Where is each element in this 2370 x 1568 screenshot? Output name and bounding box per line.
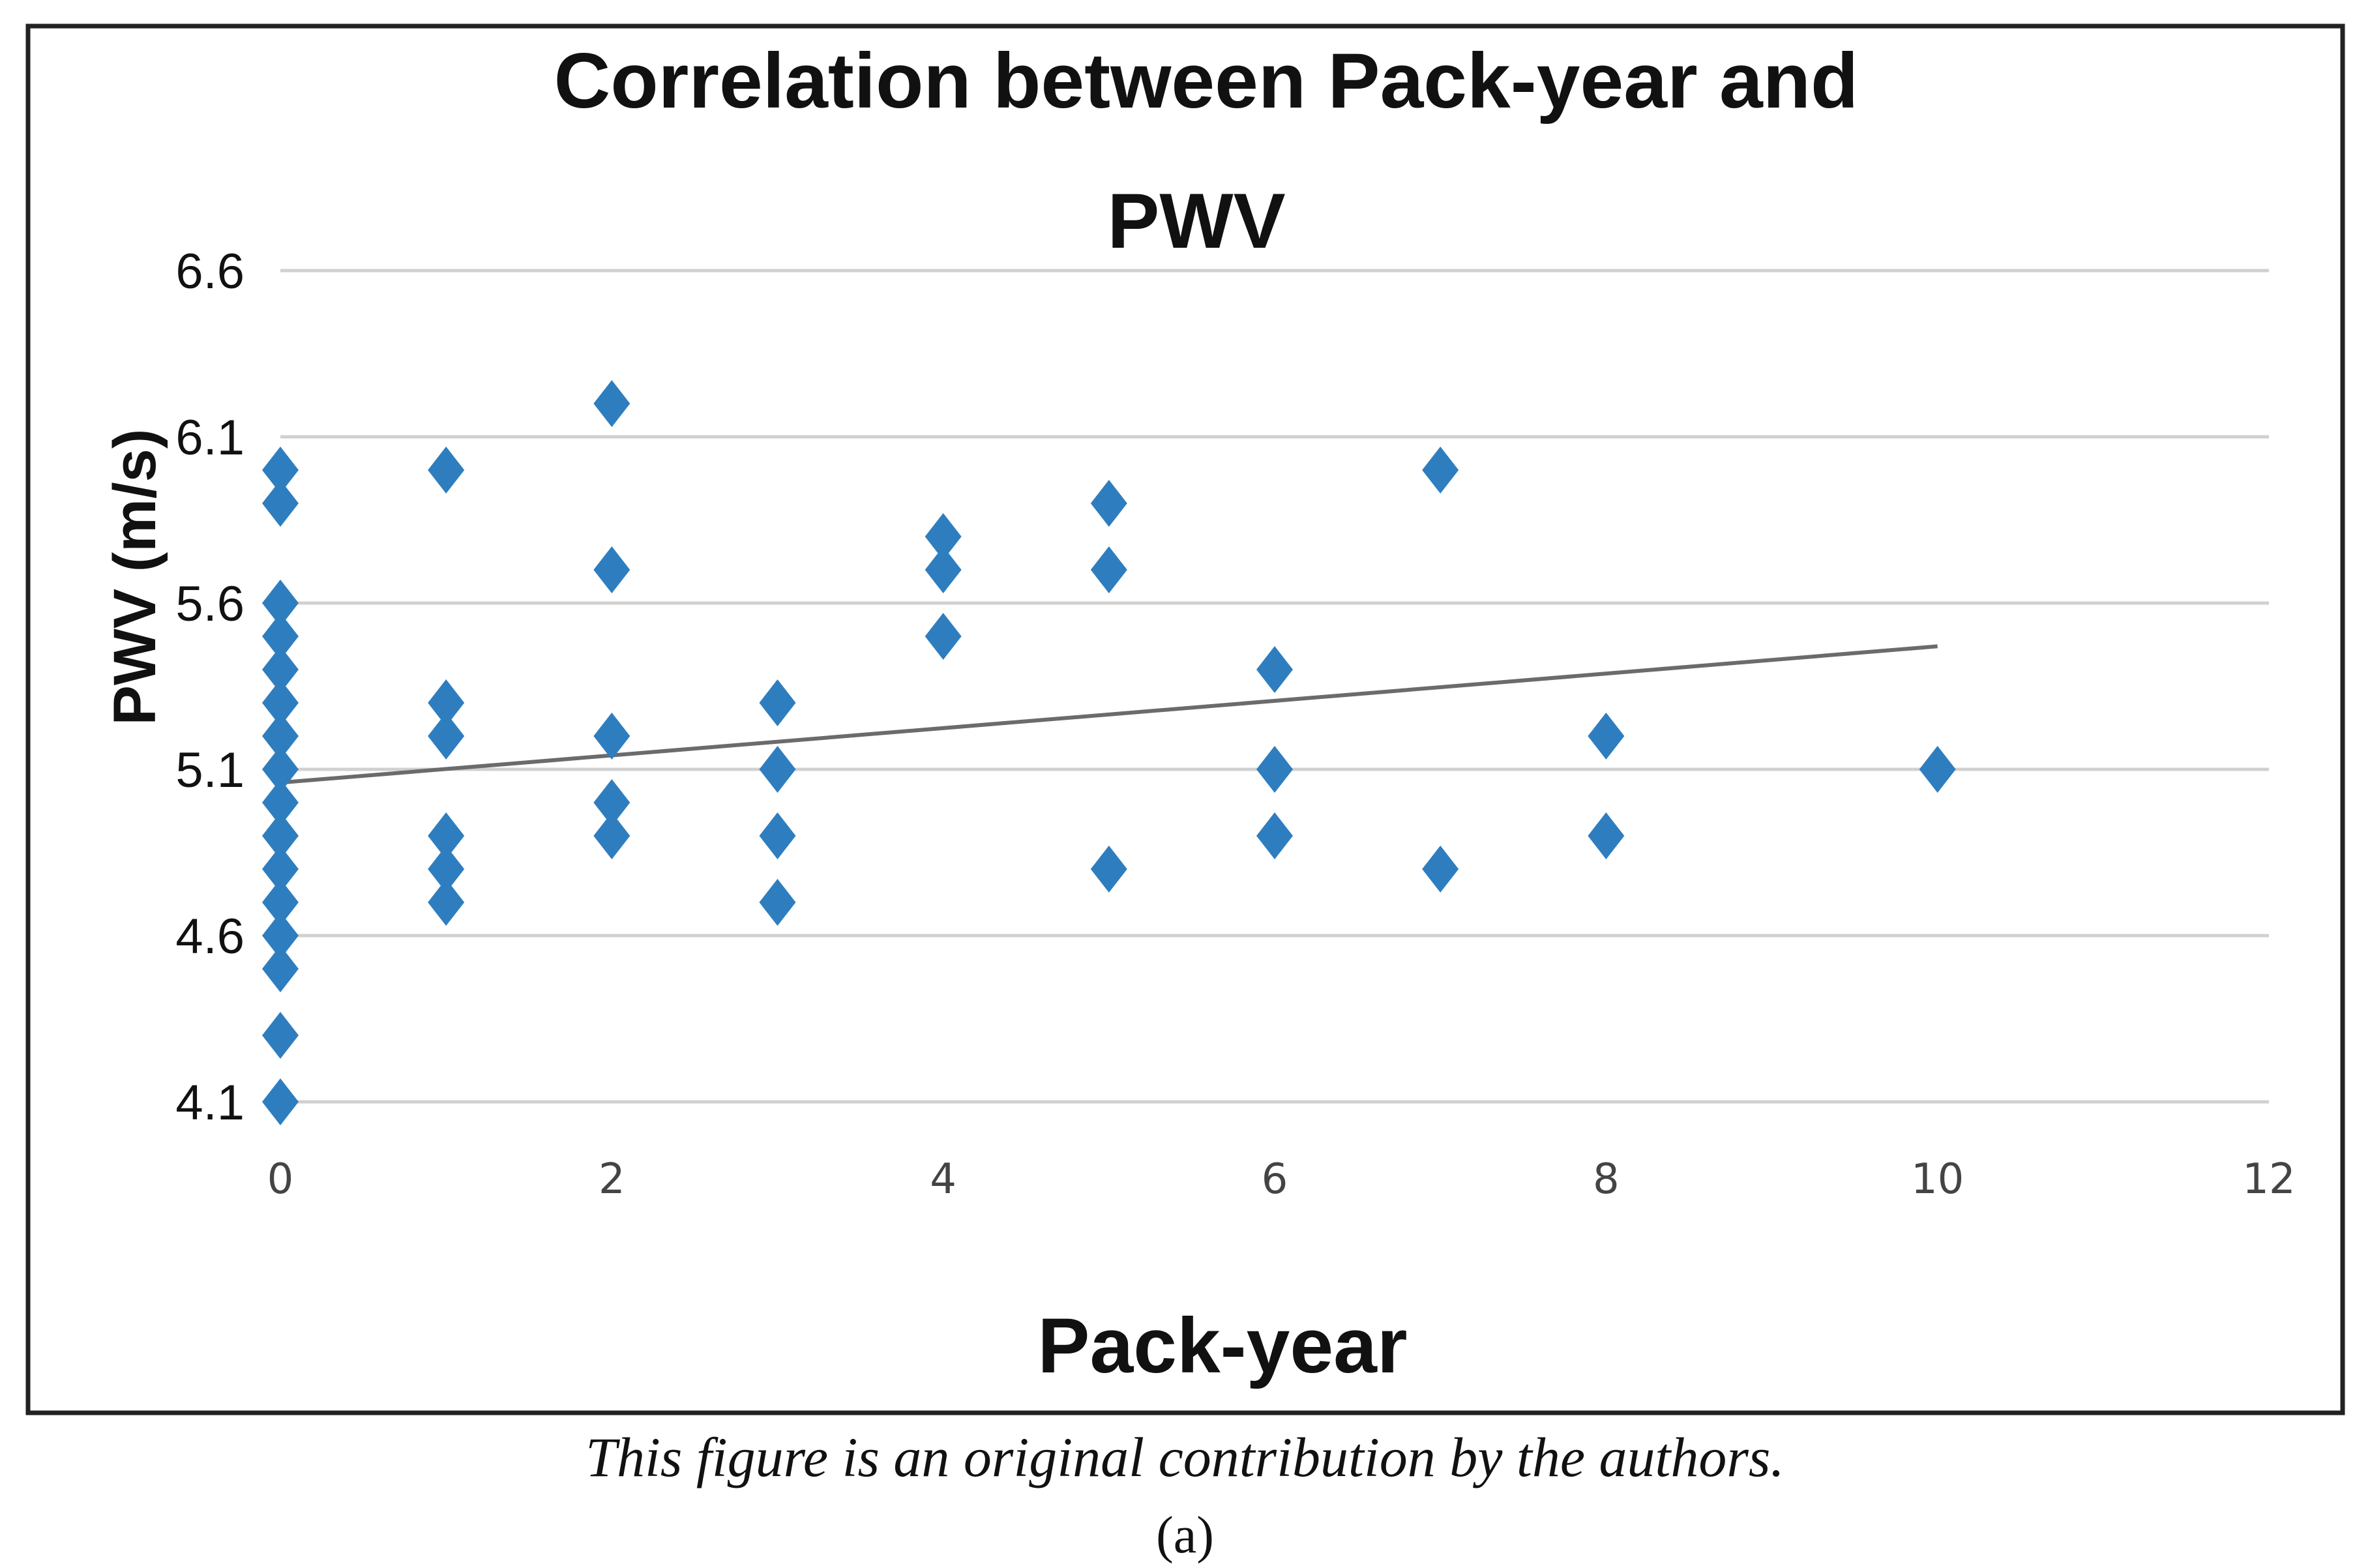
data-point xyxy=(925,513,962,560)
data-point xyxy=(1256,746,1293,793)
data-point xyxy=(262,879,299,926)
data-point xyxy=(759,746,796,793)
trendline xyxy=(280,644,1938,785)
trendline-group xyxy=(280,644,1938,785)
x-axis-label: Pack-year xyxy=(1037,1302,1407,1389)
x-tick-label: 10 xyxy=(1911,1155,1964,1204)
data-point xyxy=(262,679,299,726)
data-point xyxy=(1919,746,1956,793)
y-axis-label: PWV (m/s) xyxy=(102,429,168,726)
data-points xyxy=(262,380,1956,1125)
data-point xyxy=(759,879,796,926)
x-tick-label: 8 xyxy=(1593,1155,1620,1204)
data-point xyxy=(1256,812,1293,859)
data-point xyxy=(428,679,465,726)
chart-frame xyxy=(25,23,2345,1415)
data-point xyxy=(262,779,299,826)
data-point xyxy=(1422,846,1459,893)
data-point xyxy=(428,812,465,859)
data-point xyxy=(262,480,299,527)
data-point xyxy=(262,912,299,959)
chart-title-line1: Correlation between Pack-year and xyxy=(554,37,1859,125)
data-point xyxy=(593,380,630,427)
data-point xyxy=(759,679,796,726)
data-point xyxy=(428,447,465,494)
data-point xyxy=(925,613,962,660)
y-tick-label: 4.6 xyxy=(175,909,244,964)
data-point xyxy=(593,546,630,593)
data-point xyxy=(1422,447,1459,494)
data-point xyxy=(1588,713,1625,760)
data-point xyxy=(262,746,299,793)
data-point xyxy=(262,945,299,992)
x-tick-label: 6 xyxy=(1262,1155,1288,1204)
data-point xyxy=(925,546,962,593)
data-point xyxy=(593,779,630,826)
y-tick-label: 6.1 xyxy=(175,410,244,466)
data-point xyxy=(1090,546,1127,593)
x-tick-label: 4 xyxy=(930,1155,956,1204)
x-tick-label: 0 xyxy=(267,1155,294,1204)
data-point xyxy=(262,447,299,494)
x-tick-label: 2 xyxy=(599,1155,625,1204)
figure-subcaption: (a) xyxy=(1156,1507,1214,1564)
data-point xyxy=(262,613,299,660)
y-tick-label: 6.6 xyxy=(175,244,244,299)
data-point xyxy=(262,846,299,893)
grid-lines xyxy=(280,269,2269,1104)
y-tick-labels: 4.1 4.6 5.1 5.6 6.1 6.6 xyxy=(175,244,244,1131)
data-point xyxy=(1588,812,1625,859)
data-point xyxy=(1256,646,1293,693)
x-tick-label: 12 xyxy=(2242,1155,2295,1204)
data-point xyxy=(262,580,299,627)
data-point xyxy=(262,1078,299,1125)
data-point xyxy=(262,646,299,693)
data-point xyxy=(593,812,630,859)
x-tick-labels: 0 2 4 6 8 10 12 xyxy=(267,1155,2296,1204)
data-point xyxy=(262,713,299,760)
data-point xyxy=(1090,846,1127,893)
data-point xyxy=(262,1012,299,1059)
data-point xyxy=(428,879,465,926)
data-point xyxy=(428,713,465,760)
figure-caption: This figure is an original contribution … xyxy=(585,1426,1785,1488)
chart-title-line2: PWV xyxy=(1107,177,1285,265)
y-tick-label: 5.1 xyxy=(175,743,244,798)
data-point xyxy=(428,846,465,893)
data-point xyxy=(262,812,299,859)
data-point xyxy=(1090,480,1127,527)
data-point xyxy=(759,812,796,859)
data-point xyxy=(593,713,630,760)
y-tick-label: 5.6 xyxy=(175,576,244,632)
y-tick-label: 4.1 xyxy=(175,1075,244,1131)
